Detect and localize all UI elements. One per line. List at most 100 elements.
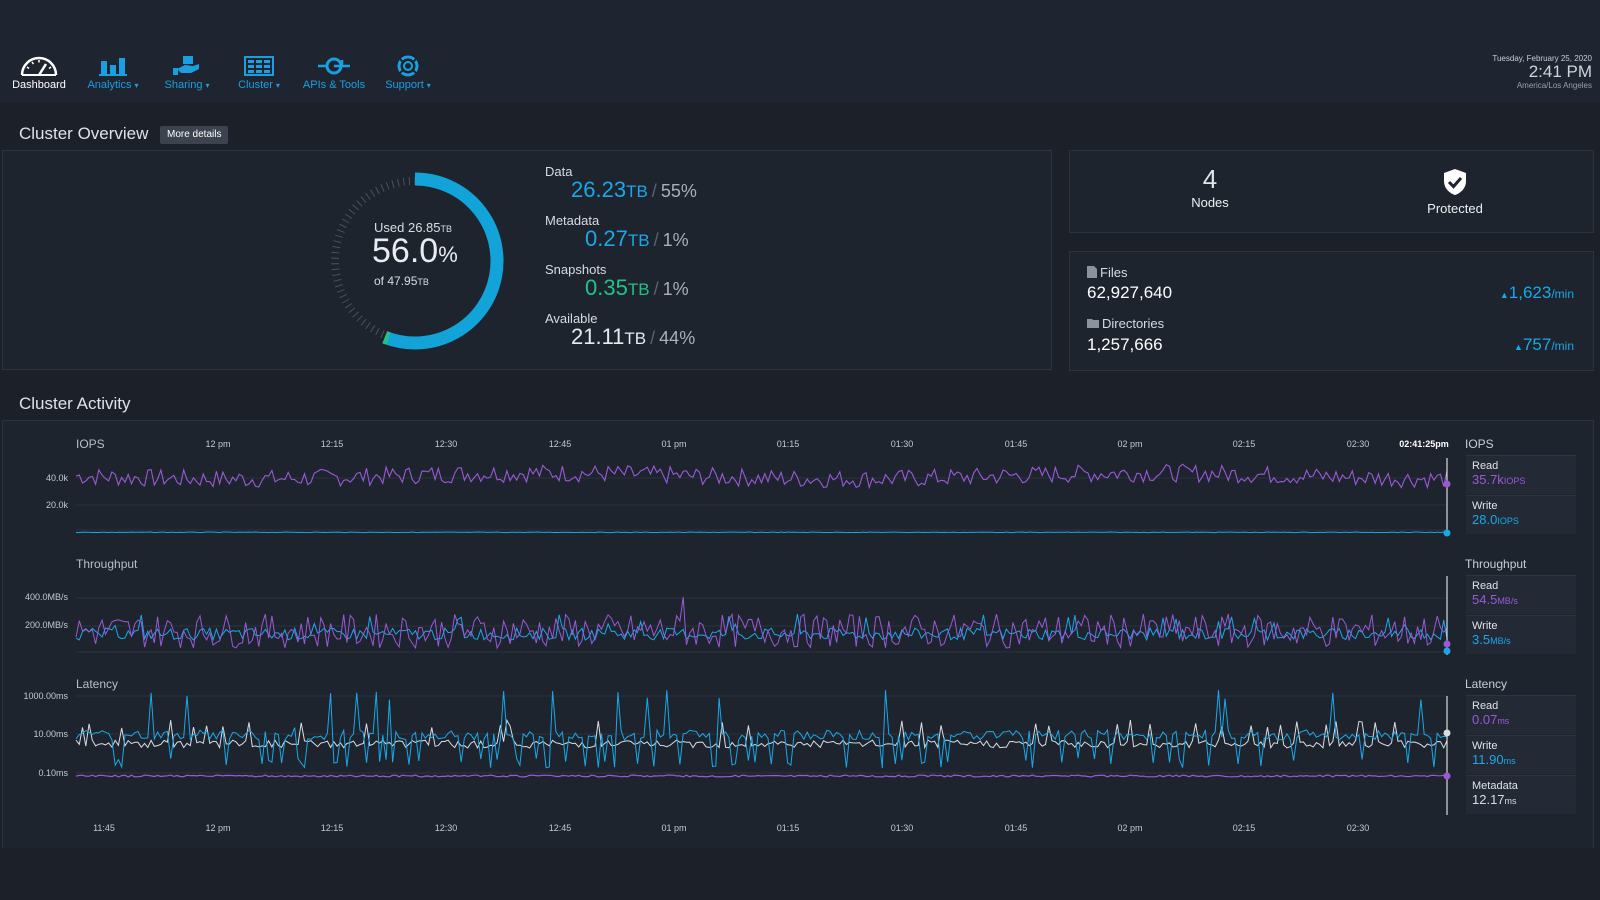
time-tick: 01:45: [1004, 823, 1028, 833]
gauge-tick: [334, 284, 343, 288]
cluster-activity-title: Cluster Activity: [19, 394, 131, 413]
gauge-tick: [391, 180, 395, 189]
chevron-down-icon: ▾: [275, 81, 280, 90]
gauge-tick: [408, 177, 411, 186]
bar-chart-icon: [99, 58, 127, 76]
throughput-legend-title: Throughput: [1465, 557, 1527, 571]
gauge-tick: [339, 293, 347, 299]
nav-apis-tools[interactable]: APIs & Tools: [302, 55, 366, 99]
usage-snapshots: Snapshots 0.35TB/1%: [545, 262, 689, 300]
gauge-snapshot-arc: [382, 331, 391, 345]
nodes-count: 4: [1202, 164, 1218, 194]
time-tick: 01:15: [776, 823, 800, 833]
time-tick: 02:15: [1232, 439, 1256, 449]
time-tick: 12:45: [548, 823, 572, 833]
capacity-panel: [2, 150, 1052, 370]
clock-date: Tuesday, February 25, 2020: [1492, 54, 1592, 63]
gauge-tick: [375, 327, 380, 336]
iops-ytick: 40.0k: [45, 473, 68, 483]
speedometer-icon: [20, 56, 58, 76]
time-tick: 02:15: [1232, 823, 1256, 833]
gauge-tick: [352, 204, 359, 211]
protection-label: Protected: [1427, 201, 1483, 216]
latency-write-legend: Write 11.90ms: [1466, 735, 1576, 774]
gauge-tick: [356, 200, 363, 207]
gauge-tick: [336, 229, 345, 233]
usage-data: Data 26.23TB/55%: [545, 164, 697, 202]
gauge-tick: [352, 311, 359, 318]
more-details-button[interactable]: More details: [160, 126, 229, 144]
gauge-tick: [385, 181, 390, 190]
share-hand-icon: [173, 56, 199, 75]
nav-cluster[interactable]: Cluster ▾: [230, 55, 288, 99]
time-tick: 01:30: [890, 823, 914, 833]
file-icon: [1087, 266, 1097, 278]
gauge-tick: [397, 178, 400, 187]
gauge-tick: [345, 303, 353, 309]
shield-check-icon: [1444, 169, 1466, 195]
nav-support[interactable]: Support ▾: [380, 55, 436, 99]
time-tick: 12 pm: [205, 823, 231, 833]
chevron-down-icon: ▾: [134, 81, 139, 90]
gauge-used-label: Used 26.85TB: [374, 220, 453, 235]
iops-legend-title: IOPS: [1465, 437, 1494, 451]
nav-label-analytics: Analytics ▾: [87, 79, 139, 91]
gauge-tick: [348, 208, 356, 215]
time-tick: 12:30: [434, 439, 458, 449]
iops-write-legend: Write 28.0IOPS: [1466, 495, 1576, 534]
gauge-tick: [360, 318, 367, 326]
series-end-marker: [1443, 647, 1451, 655]
latency-chart-title: Latency: [76, 677, 119, 691]
nodes-stat[interactable]: 4 Nodes: [1170, 164, 1250, 210]
cluster-grid-icon: [244, 56, 274, 76]
files-panel: [1069, 251, 1594, 371]
cluster-overview-title: Cluster Overview: [19, 124, 149, 143]
throughput-read-legend: Read 54.5MB/s: [1466, 575, 1576, 614]
chevron-down-icon: ▾: [426, 81, 431, 90]
protection-stat[interactable]: Protected: [1405, 168, 1505, 216]
time-tick: 12:15: [320, 823, 344, 833]
gauge-tick: [332, 245, 341, 249]
gauge-tick: [336, 289, 345, 293]
gauge-tick: [365, 192, 371, 200]
files-label: Files: [1087, 265, 1127, 280]
time-tick: 11:45: [93, 823, 115, 833]
time-tick: 01:30: [890, 439, 914, 449]
throughput-ytick: 200.0MB/s: [24, 620, 68, 630]
gauge-tick: [375, 186, 380, 195]
folder-icon: [1087, 319, 1099, 328]
current-time-marker: 02:41:25pm: [1399, 439, 1449, 449]
time-tick: 02 pm: [1117, 439, 1143, 449]
time-tick: 02:30: [1346, 439, 1370, 449]
gauge-tick: [402, 177, 405, 186]
throughput-write-legend: Write 3.5MB/s: [1466, 615, 1576, 654]
nav-analytics[interactable]: Analytics ▾: [82, 55, 144, 99]
gauge-tick: [345, 213, 353, 219]
directories-rate: ▲757/min: [1514, 335, 1574, 354]
gauge-tick: [370, 189, 376, 197]
gauge-tick: [334, 234, 343, 238]
gauge-tick: [331, 251, 340, 254]
gauge-tick: [370, 325, 376, 333]
capacity-gauge-ring: [331, 172, 504, 350]
clock-time: 2:41 PM: [1528, 62, 1592, 81]
chevron-down-icon: ▾: [205, 81, 210, 90]
gauge-tick: [339, 223, 347, 229]
lifebuoy-icon: [397, 55, 419, 77]
usage-available: Available 21.11TB/44%: [545, 311, 696, 349]
nodes-label: Nodes: [1191, 195, 1229, 210]
time-tick: 01:15: [776, 439, 800, 449]
main-nav: Dashboard Analytics ▾ Sharing ▾ Cluster ▾: [0, 55, 450, 99]
gauge-used-arc: [382, 172, 504, 350]
gauge-tick: [332, 273, 341, 277]
nav-label-dashboard: Dashboard: [12, 79, 66, 91]
gauge-tick: [331, 268, 340, 271]
nav-sharing[interactable]: Sharing ▾: [158, 55, 216, 99]
iops-chart-title: IOPS: [76, 437, 105, 451]
gauge-percent: 56.0%: [372, 232, 458, 270]
nav-dashboard[interactable]: Dashboard: [10, 55, 68, 99]
time-tick: 12:30: [434, 823, 458, 833]
latency-read-legend: Read 0.07ms: [1466, 695, 1576, 734]
gauge-tick: [356, 315, 363, 322]
